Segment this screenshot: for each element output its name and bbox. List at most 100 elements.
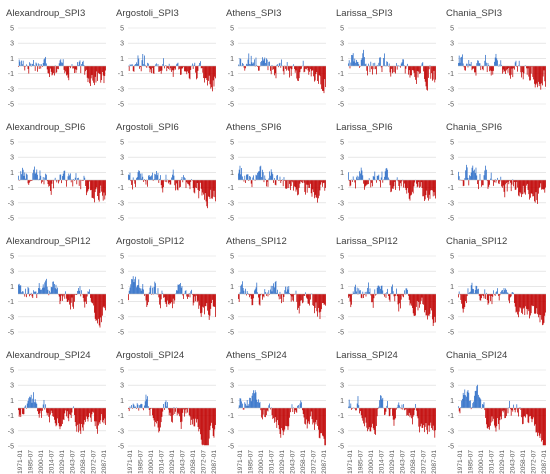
bar-negative xyxy=(316,294,318,312)
bar-negative xyxy=(288,408,290,427)
bar-positive xyxy=(252,177,254,180)
bar-negative xyxy=(421,408,423,428)
bar-positive xyxy=(474,293,475,294)
bar-positive xyxy=(238,169,240,180)
bar-positive xyxy=(59,60,61,66)
bar-positive xyxy=(363,49,364,66)
bar-positive xyxy=(142,176,144,180)
bar-negative xyxy=(164,294,165,298)
bar-negative xyxy=(360,408,361,412)
bar-negative xyxy=(74,408,75,415)
bar-positive xyxy=(482,404,483,408)
bar-negative xyxy=(504,180,506,198)
bar-negative xyxy=(54,408,55,420)
bar-negative xyxy=(53,408,54,417)
bar-negative xyxy=(401,294,403,295)
bar-negative xyxy=(38,408,39,414)
bar-positive xyxy=(157,288,159,294)
bar-negative xyxy=(428,180,429,201)
bar-negative xyxy=(274,66,276,74)
bar-negative xyxy=(82,408,84,431)
bar-negative xyxy=(366,180,368,185)
bar-negative xyxy=(94,294,96,319)
bar-positive xyxy=(38,288,39,294)
bar-negative xyxy=(244,66,246,71)
bar-negative xyxy=(100,408,102,421)
bar-negative xyxy=(266,180,267,187)
bar-negative xyxy=(349,180,351,187)
bar-negative xyxy=(351,408,352,410)
bar-positive xyxy=(138,279,140,294)
bar-negative xyxy=(164,180,166,182)
bar-negative xyxy=(502,180,503,188)
bar-negative xyxy=(400,66,401,68)
bar-negative xyxy=(192,294,193,295)
bar-negative xyxy=(310,408,312,412)
bar-negative xyxy=(202,180,204,193)
y-tick-label: -3 xyxy=(8,200,14,207)
bar-negative xyxy=(495,408,497,432)
bar-negative xyxy=(423,408,424,426)
bar-positive xyxy=(45,404,46,408)
bar-positive xyxy=(475,167,477,180)
bar-negative xyxy=(30,180,31,182)
bar-negative xyxy=(415,294,416,316)
bar-positive xyxy=(468,293,470,294)
bar-negative xyxy=(542,294,544,325)
bar-positive xyxy=(495,292,497,294)
bar-negative xyxy=(427,66,428,91)
bar-negative xyxy=(517,294,518,315)
bar-positive xyxy=(274,287,275,294)
bar-positive xyxy=(241,401,242,408)
bar-negative xyxy=(89,180,90,182)
bar-negative xyxy=(194,408,196,427)
bar-positive xyxy=(136,403,138,408)
bar-negative xyxy=(160,66,162,74)
bar-negative xyxy=(434,294,436,317)
bar-positive xyxy=(512,292,514,294)
bar-positive xyxy=(470,285,472,294)
bar-negative xyxy=(160,294,161,309)
bar-positive xyxy=(261,177,262,180)
y-tick-label: -5 xyxy=(338,216,344,223)
y-tick-label: 3 xyxy=(230,269,234,276)
bar-negative xyxy=(204,408,206,446)
bar-negative xyxy=(274,66,275,76)
bar-negative xyxy=(263,294,265,298)
bar-negative xyxy=(526,294,528,315)
y-tick-label: -3 xyxy=(448,200,454,207)
bar-negative xyxy=(188,180,190,186)
bar-negative xyxy=(520,408,522,410)
bar-negative xyxy=(321,294,322,310)
bar-positive xyxy=(374,62,376,66)
bar-positive xyxy=(133,404,135,408)
bar-positive xyxy=(464,389,466,408)
bar-negative xyxy=(373,408,375,430)
bar-negative xyxy=(180,408,182,429)
bar-negative xyxy=(38,408,40,418)
bar-negative xyxy=(192,408,193,425)
bar-negative xyxy=(55,408,57,427)
bar-negative xyxy=(193,408,195,427)
bar-negative xyxy=(204,294,205,315)
bar-negative xyxy=(432,294,433,320)
bar-negative xyxy=(510,408,511,410)
y-tick-label: 5 xyxy=(230,26,234,33)
bar-negative xyxy=(430,294,432,309)
bar-positive xyxy=(255,57,257,66)
bar-negative xyxy=(280,180,282,183)
bar-negative xyxy=(179,66,180,69)
bar-negative xyxy=(372,294,373,303)
bar-positive xyxy=(64,170,66,180)
x-tick-label: 2000-01 xyxy=(258,450,265,474)
bar-positive xyxy=(518,60,520,66)
bar-negative xyxy=(174,66,176,69)
bar-negative xyxy=(201,66,203,68)
bar-negative xyxy=(377,408,379,410)
bar-negative xyxy=(132,66,134,72)
bar-negative xyxy=(195,66,196,73)
bar-negative xyxy=(305,66,306,69)
bar-positive xyxy=(380,57,381,66)
bar-negative xyxy=(434,180,436,196)
